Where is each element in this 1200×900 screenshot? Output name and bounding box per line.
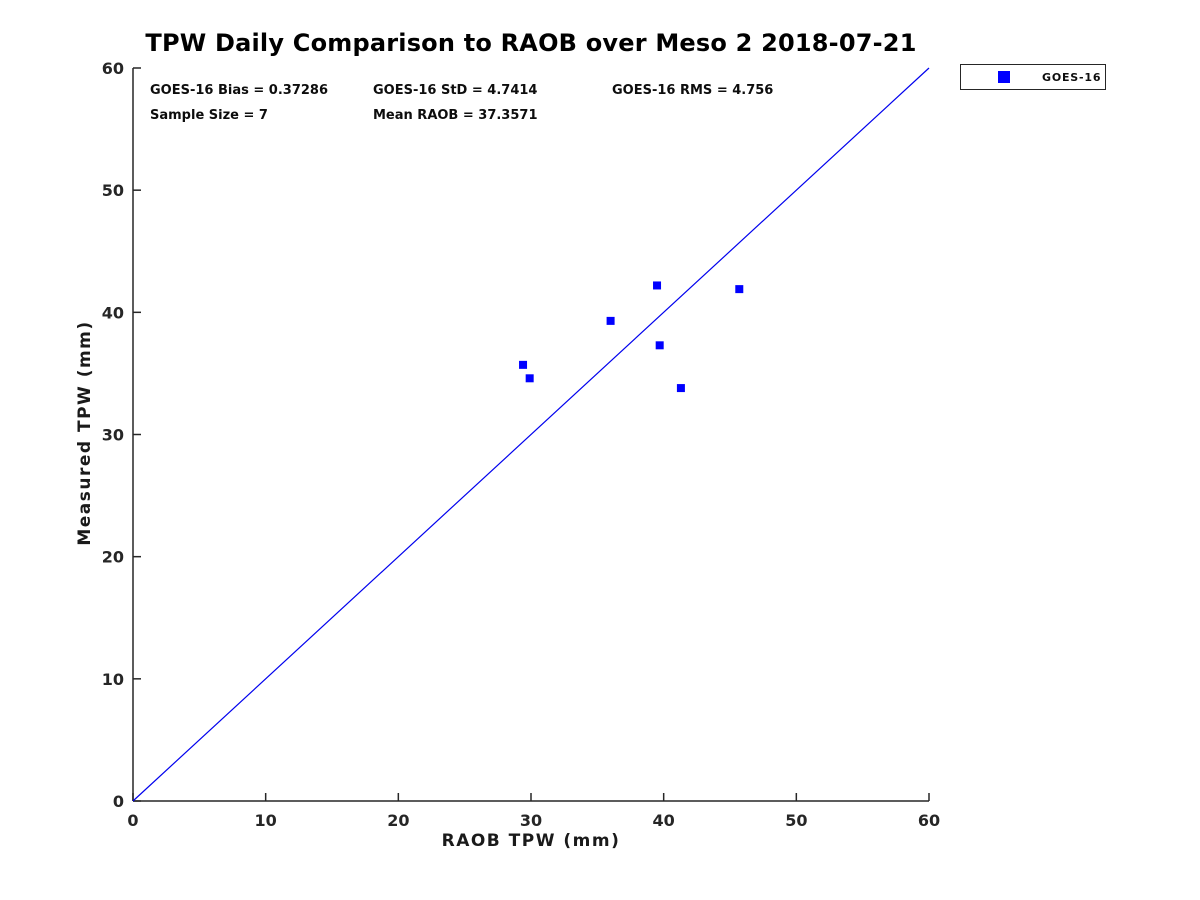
chart-title: TPW Daily Comparison to RAOB over Meso 2… [145, 29, 917, 57]
y-tick-label: 0 [113, 792, 124, 811]
y-tick-label: 20 [102, 548, 124, 567]
x-tick-label: 0 [127, 811, 138, 830]
scatter-point [676, 384, 685, 393]
x-tick-label: 20 [387, 811, 409, 830]
x-tick-label: 60 [918, 811, 940, 830]
scatter-point [735, 285, 744, 294]
scatter-point [653, 281, 662, 290]
y-tick-label: 10 [102, 670, 124, 689]
scatter-point [525, 374, 534, 383]
y-tick-label: 40 [102, 303, 124, 322]
identity-line [132, 67, 930, 802]
legend-label-goes16: GOES-16 [1042, 70, 1102, 84]
x-axis-label: RAOB TPW (mm) [441, 831, 621, 851]
scatter-point [606, 316, 615, 325]
x-tick-label: 30 [520, 811, 542, 830]
scatter-point [655, 341, 664, 350]
stat-bias: GOES-16 Bias = 0.37286 [150, 83, 329, 98]
x-tick-label: 40 [653, 811, 675, 830]
y-tick-label: 30 [102, 426, 124, 445]
x-tick-label: 10 [255, 811, 277, 830]
stat-sample-size: Sample Size = 7 [150, 108, 268, 123]
legend-marker-goes16 [998, 71, 1010, 83]
stat-std: GOES-16 StD = 4.7414 [373, 83, 538, 98]
y-tick-label: 50 [102, 181, 124, 200]
stat-mean-raob: Mean RAOB = 37.3571 [373, 108, 538, 123]
y-tick-label: 60 [102, 59, 124, 78]
stat-rms: GOES-16 RMS = 4.756 [612, 83, 774, 98]
x-tick-label: 50 [785, 811, 807, 830]
legend: GOES-16 [960, 64, 1106, 90]
scatter-point [519, 360, 528, 369]
